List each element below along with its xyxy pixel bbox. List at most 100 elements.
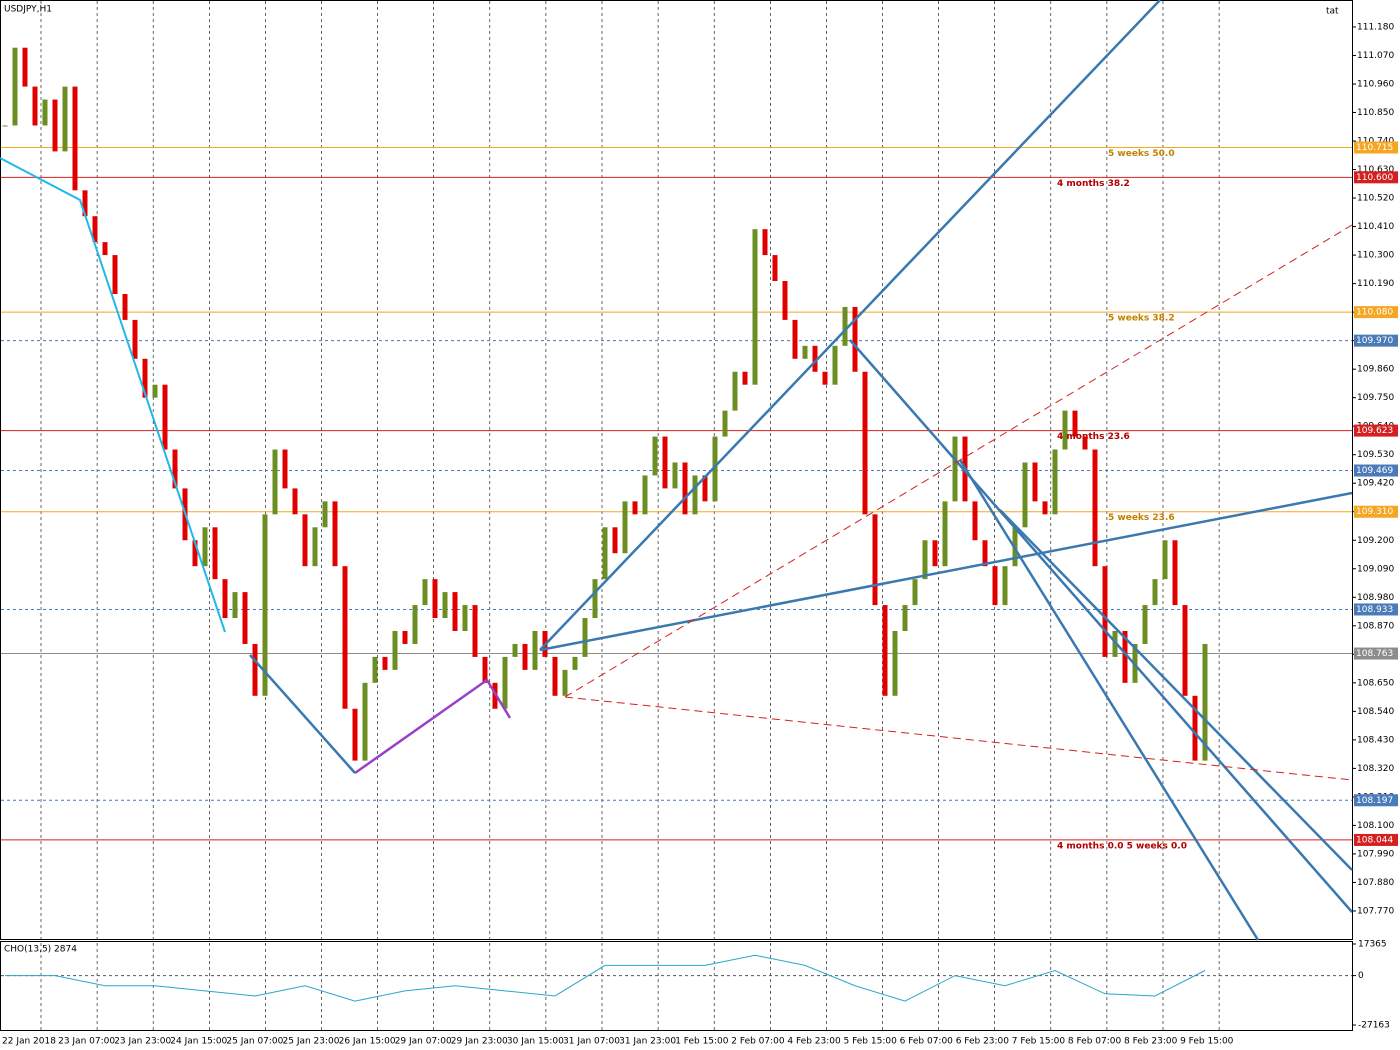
y-tick-label: 110.410 [1357, 222, 1394, 232]
candle [32, 86, 38, 126]
candle [292, 488, 298, 515]
candle [222, 579, 228, 619]
x-tick-label: 30 Jan 15:00 [507, 1037, 564, 1047]
candle [752, 229, 758, 385]
candle [1032, 462, 1038, 502]
candle [692, 475, 698, 515]
candle [142, 358, 148, 398]
candle [302, 514, 308, 567]
candle [1052, 449, 1058, 515]
candle [722, 410, 728, 437]
x-tick-label: 29 Jan 07:00 [395, 1037, 452, 1047]
candle [602, 527, 608, 580]
trend-line [999, 509, 1353, 871]
candle [82, 190, 88, 217]
candle [1152, 579, 1158, 606]
candle [822, 371, 828, 385]
y-tick-label: 108.650 [1357, 678, 1394, 688]
y-tick-label: 107.990 [1357, 849, 1394, 859]
x-tick-label: 8 Feb 23:00 [1124, 1037, 1178, 1047]
x-tick-label: 26 Jan 15:00 [339, 1037, 396, 1047]
candle [1122, 630, 1128, 683]
level-axis-label: 109.970 [1356, 336, 1393, 346]
candle [732, 371, 738, 411]
candle [1182, 605, 1188, 696]
indicator-tick-label: 0 [1358, 971, 1364, 981]
x-tick-label: 25 Jan 07:00 [226, 1037, 283, 1047]
candle [392, 630, 398, 670]
trend-line [849, 339, 1353, 913]
candle [252, 643, 258, 696]
x-tick-label: 29 Jan 23:00 [451, 1037, 508, 1047]
indicator-tick-label: 17365 [1358, 940, 1387, 950]
x-tick-label: 23 Jan 07:00 [58, 1037, 115, 1047]
candle [852, 306, 858, 372]
x-tick-label: 4 Feb 23:00 [787, 1037, 841, 1047]
x-tick-label: 6 Feb 23:00 [956, 1037, 1010, 1047]
y-tick-label: 108.430 [1357, 735, 1394, 745]
candle [332, 501, 338, 567]
level-axis-box [1354, 464, 1398, 477]
y-tick-label: 109.530 [1357, 450, 1394, 460]
candle [62, 86, 68, 152]
indicator-panel [0, 941, 1353, 1031]
level-text: 4 months 0.0 5 weeks 0.0 [1057, 841, 1187, 851]
candle [72, 86, 78, 191]
candle [702, 475, 708, 502]
level-axis-box [1354, 141, 1398, 154]
candle [872, 514, 878, 606]
candle [902, 605, 908, 631]
candle [892, 630, 898, 696]
x-tick-label: 6 Feb 07:00 [900, 1037, 954, 1047]
candle [42, 99, 48, 126]
trend-line [539, 0, 1161, 651]
candle [712, 436, 718, 502]
indicator-line [5, 954, 1206, 1002]
corner-text: tat [1326, 7, 1339, 17]
level-axis-box [1354, 306, 1398, 319]
candle [432, 579, 438, 619]
x-tick-label: 5 Feb 15:00 [844, 1037, 898, 1047]
candle [682, 462, 688, 515]
candle [862, 371, 868, 515]
candle [562, 669, 568, 696]
candle [52, 99, 58, 152]
candle [662, 436, 668, 489]
trend-line [564, 224, 1353, 698]
x-tick-label: 25 Jan 23:00 [283, 1037, 340, 1047]
y-tick-label: 108.980 [1357, 593, 1394, 603]
level-axis-box [1354, 647, 1398, 660]
y-tick-label: 108.100 [1357, 821, 1394, 831]
candle [632, 501, 638, 515]
candle [922, 540, 928, 580]
candle [882, 605, 888, 696]
x-tick-label: 31 Jan 07:00 [563, 1037, 620, 1047]
level-axis-box [1354, 171, 1398, 184]
candle [382, 656, 388, 670]
x-tick-label: 23 Jan 23:00 [114, 1037, 171, 1047]
candle [152, 384, 158, 398]
level-axis-label: 110.715 [1356, 143, 1393, 153]
candle [372, 656, 378, 683]
candle [112, 255, 118, 294]
candle [972, 501, 978, 541]
level-axis-label: 108.763 [1356, 649, 1393, 659]
level-axis-label: 109.310 [1356, 507, 1393, 517]
trend-line [249, 654, 356, 774]
candle [522, 643, 528, 670]
level-text: 5 weeks 23.6 [1108, 513, 1175, 523]
trend-line [564, 696, 1353, 781]
level-text: 5 weeks 38.2 [1108, 314, 1175, 324]
candle [262, 514, 268, 696]
candle [512, 643, 518, 657]
candle [1202, 643, 1208, 761]
y-tick-label: 108.540 [1357, 707, 1394, 717]
candle [672, 462, 678, 489]
symbol-title: USDJPY,H1 [4, 5, 52, 15]
y-tick-label: 109.750 [1357, 393, 1394, 403]
candle [422, 579, 428, 606]
y-tick-label: 110.960 [1357, 79, 1394, 89]
candle [1112, 630, 1118, 657]
